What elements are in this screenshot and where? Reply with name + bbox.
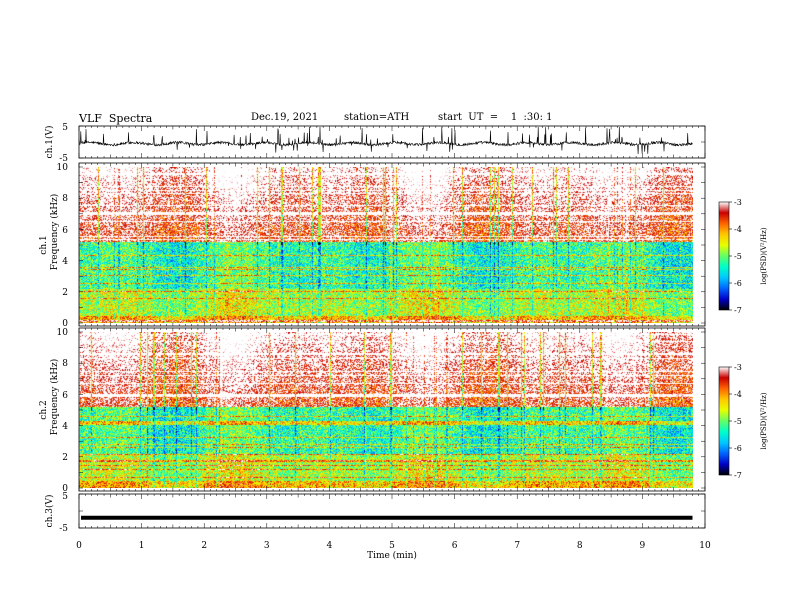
ch1-freq-tick-2: 2 [62,288,68,298]
header-date: Dec.19, 2021 [251,112,319,123]
colorbar-ch1-tick-m3: -3 [734,198,742,207]
colorbar-ch2-tick-m3: -3 [734,363,742,372]
ch1-channel-label: ch.1 [39,235,49,254]
ch3-ylabel: ch.3(V) [44,495,55,528]
time-tick-2: 2 [201,541,207,551]
ch1-ytick-bottom: -5 [59,154,68,164]
time-tick-10: 10 [699,541,711,551]
ch1-spectrogram-image [79,167,693,323]
colorbar-ch1-bar [718,201,730,311]
ch1-waveform-line [78,126,693,155]
ch2-channel-label: ch.2 [39,400,49,419]
ch1-freq-tick-6: 6 [62,226,68,236]
colorbar-ch1-tick-m6: -6 [734,279,742,288]
colorbar-ch1-label: log(PSD)(V²/Hz) [760,227,768,284]
time-axis-label: Time (min) [367,550,417,561]
ch2-frequency-label: Frequency (kHz) [49,359,60,436]
ch2-freq-tick-8: 8 [62,359,68,369]
colorbar-ch2-tick-m6: -6 [734,444,742,453]
ch1-ytick-top: 5 [62,123,68,133]
header-start-ut: start UT = 1 :30: 1 [438,112,553,123]
time-tick-1: 1 [139,541,145,551]
time-tick-7: 7 [514,541,520,551]
time-tick-3: 3 [264,541,270,551]
colorbar-ch2-tick-m7: -7 [734,471,742,480]
panel-ch1-spectrogram: 0 2 4 6 8 10 ch.1 Frequency (kHz) [39,162,706,329]
ch1-freq-tick-0: 0 [62,319,68,329]
ch1-freq-tick-10: 10 [57,163,69,173]
header-station: station=ATH [344,112,410,123]
colorbar-ch2-bar [718,366,730,476]
ch2-freq-tick-2: 2 [62,453,68,463]
ch3-ytick-bottom: -5 [59,524,68,534]
ch2-freq-tick-4: 4 [62,422,68,432]
ch3-ytick-top: 5 [62,492,68,502]
header-title: VLF Spectra [79,112,153,125]
colorbar-ch1: -3 -4 -5 -6 -7 log(PSD)(V²/Hz) [718,198,768,315]
time-tick-0: 0 [76,541,82,551]
panel-ch3-waveform-frame [78,493,706,529]
ch2-freq-tick-0: 0 [62,484,68,494]
time-tick-9: 9 [640,541,646,551]
time-tick-4: 4 [327,541,333,551]
time-tick-5: 5 [389,541,395,551]
ch2-spectrogram-ticks [78,328,706,491]
colorbar-ch2-tick-m4: -4 [734,390,742,399]
ch1-freq-tick-8: 8 [62,194,68,204]
panel-ch1-waveform: 5 -5 ch.1(V) [44,123,706,164]
ch2-freq-tick-6: 6 [62,391,68,401]
ch1-frequency-label: Frequency (kHz) [49,194,60,271]
colorbar-ch2-label: log(PSD)(V²/Hz) [760,392,768,449]
ch1-waveform-ticks [78,125,706,159]
colorbar-ch2: -3 -4 -5 -6 -7 log(PSD)(V²/Hz) [718,363,768,480]
panel-ch2-spectrogram: 0 2 4 6 8 10 ch.2 Frequency (kHz) [39,327,706,494]
time-tick-6: 6 [452,541,458,551]
colorbar-ch1-tick-m7: -7 [734,306,742,315]
ch2-spectrogram-image [79,332,693,488]
ch1-ylabel: ch.1(V) [44,126,55,159]
colorbar-ch1-tick-m5: -5 [734,252,742,261]
colorbar-ch1-tick-m4: -4 [734,225,742,234]
ch1-spectrogram-ticks [78,163,706,326]
ch3-waveform-ticks [78,493,706,529]
ch2-freq-tick-10: 10 [57,328,69,338]
time-tick-8: 8 [577,541,583,551]
time-axis: 0 1 2 3 4 5 6 7 8 9 10 Time (min) [76,541,711,561]
panel-ch3-waveform: 5 -5 ch.3(V) [44,492,706,534]
colorbar-ch2-tick-m5: -5 [734,417,742,426]
ch1-freq-tick-4: 4 [62,257,68,267]
